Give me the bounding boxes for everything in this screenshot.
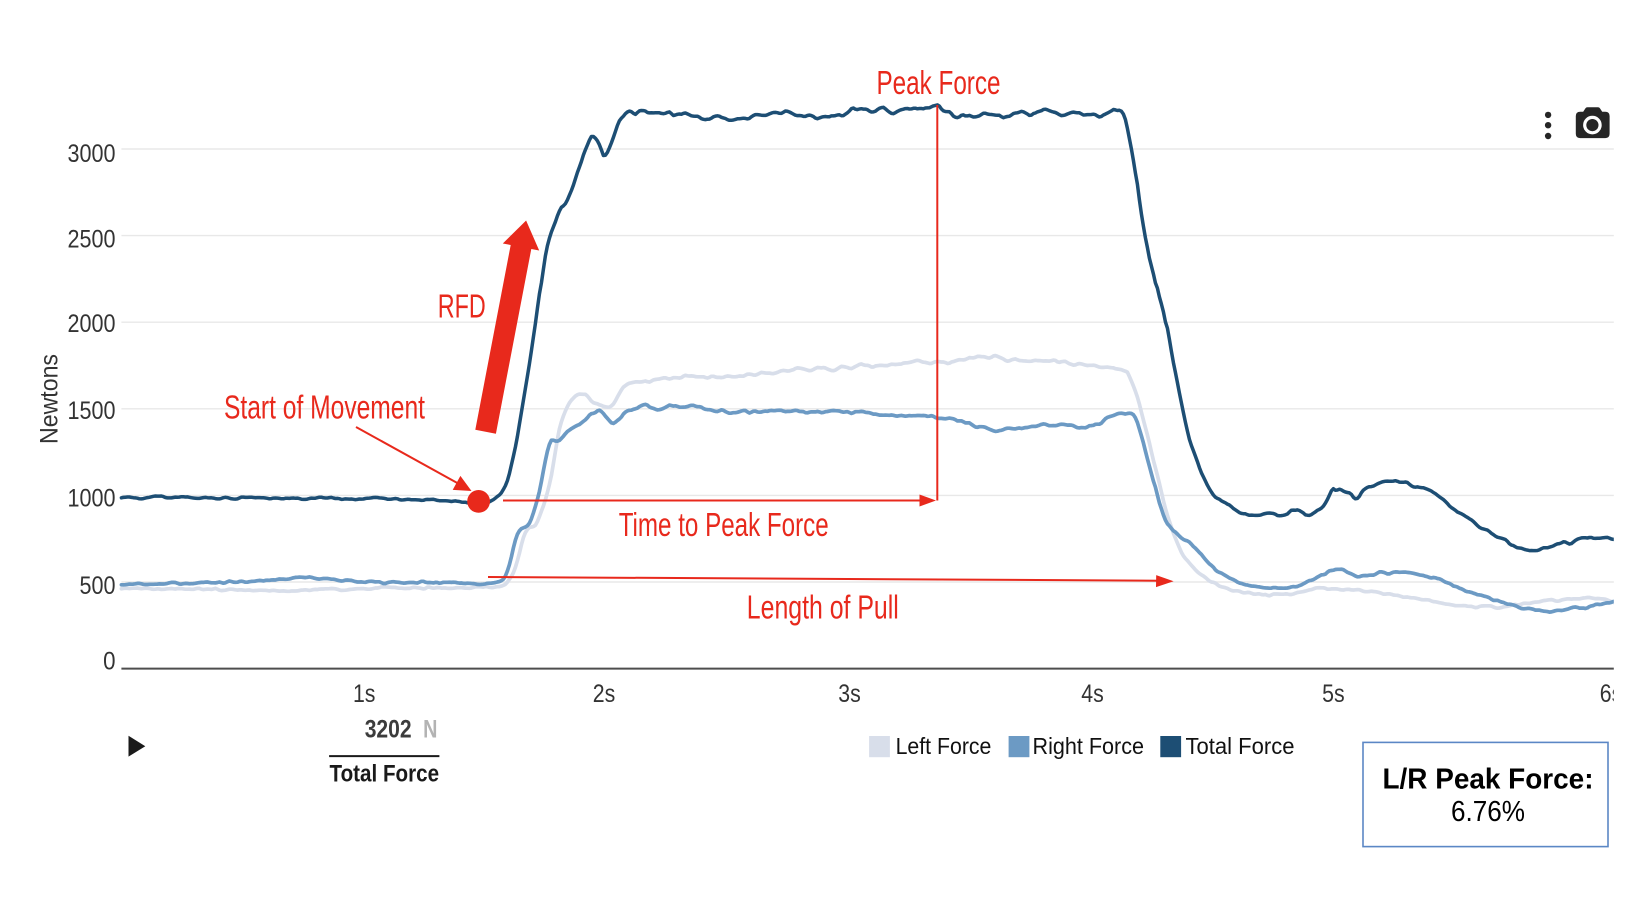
svg-text:Left Force: Left Force [896, 733, 992, 759]
svg-text:5s: 5s [1322, 680, 1345, 708]
svg-text:Right Force: Right Force [1033, 733, 1145, 759]
svg-text:3202: 3202 [365, 715, 412, 743]
svg-text:1s: 1s [353, 680, 376, 708]
svg-text:500: 500 [80, 572, 116, 600]
svg-text:6.76%: 6.76% [1451, 796, 1525, 828]
svg-text:2000: 2000 [68, 310, 116, 338]
svg-text:Total Force: Total Force [330, 760, 440, 787]
svg-text:1000: 1000 [68, 485, 116, 513]
svg-text:Length of Pull: Length of Pull [747, 589, 899, 626]
svg-text:Newtons: Newtons [36, 354, 64, 444]
svg-text:RFD: RFD [438, 288, 486, 325]
svg-text:6s: 6s [1600, 680, 1623, 708]
svg-text:1500: 1500 [68, 397, 116, 425]
svg-text:Peak Force: Peak Force [877, 64, 1001, 101]
svg-text:N: N [423, 715, 437, 743]
svg-text:2s: 2s [593, 680, 616, 708]
svg-text:L/R Peak Force:: L/R Peak Force: [1383, 763, 1594, 795]
svg-text:3000: 3000 [68, 140, 116, 168]
svg-text:Total Force: Total Force [1186, 733, 1295, 759]
svg-text:Start of Movement: Start of Movement [224, 389, 425, 426]
svg-text:3s: 3s [838, 680, 861, 708]
svg-text:Time to Peak Force: Time to Peak Force [619, 506, 829, 543]
svg-text:4s: 4s [1081, 680, 1104, 708]
svg-text:2500: 2500 [68, 226, 116, 254]
svg-text:0: 0 [103, 647, 115, 675]
